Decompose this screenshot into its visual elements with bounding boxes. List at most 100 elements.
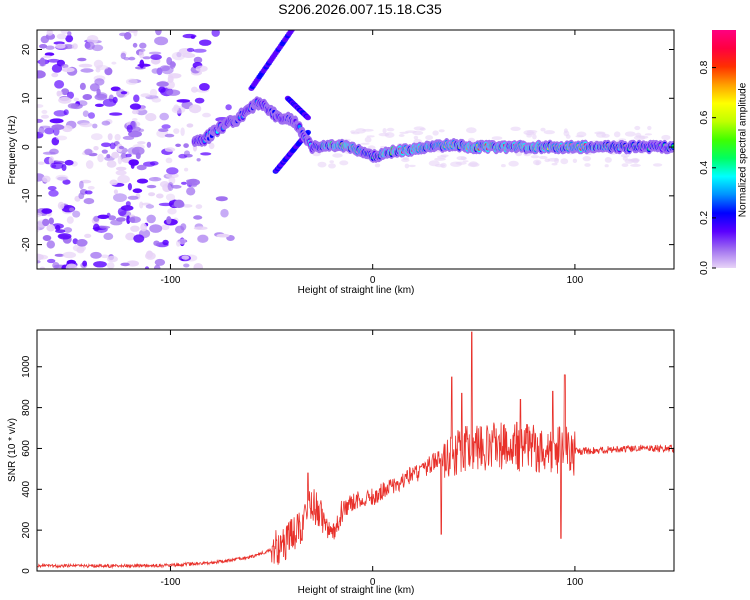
noise-blob [128, 130, 142, 138]
noise-blob [184, 150, 190, 156]
noise-blob [42, 218, 50, 227]
noise-blob [44, 52, 55, 56]
noise-blob [82, 110, 89, 117]
noise-blob [116, 89, 126, 98]
noise-blob [146, 214, 156, 224]
noise-blob [572, 158, 578, 163]
noise-blob [39, 63, 46, 67]
noise-blob [167, 207, 177, 215]
noise-blob [54, 80, 65, 89]
noise-blob [38, 126, 45, 135]
noise-blob [57, 233, 72, 240]
noise-blob [65, 263, 78, 269]
noise-blob [47, 58, 61, 63]
noise-blob [80, 68, 94, 73]
x-tick-label: -100 [160, 275, 180, 286]
noise-blob [523, 130, 535, 136]
noise-blob [137, 141, 146, 145]
noise-blob [54, 253, 65, 257]
noise-blob [109, 112, 123, 116]
noise-blob [350, 131, 360, 135]
noise-blob [132, 42, 138, 48]
noise-blob [196, 158, 201, 162]
noise-blob [193, 215, 203, 220]
noise-blob [644, 133, 653, 136]
spectrogram-xlabel: Height of straight line (km) [298, 285, 415, 296]
noise-blob [165, 157, 173, 164]
noise-blob [97, 214, 110, 219]
noise-blob [93, 146, 99, 151]
noise-blob [92, 123, 98, 129]
noise-blob [166, 167, 179, 175]
noise-blob [37, 118, 44, 123]
noise-blob [186, 178, 200, 186]
y-tick-label: -10 [21, 188, 32, 203]
noise-blob [78, 63, 93, 68]
noise-blob [175, 143, 182, 147]
noise-blob [161, 65, 174, 75]
noise-blob [51, 124, 65, 131]
noise-blob [130, 225, 140, 232]
noise-blob [164, 147, 176, 152]
noise-blob [133, 234, 145, 243]
noise-blob [510, 126, 521, 131]
snr-xlabel: Height of straight line (km) [298, 585, 415, 596]
colorbar-tick-label: 0.2 [699, 211, 710, 225]
noise-blob [44, 127, 55, 135]
noise-blob [413, 135, 419, 140]
noise-blob [405, 130, 417, 133]
noise-blob [131, 126, 141, 132]
noise-blob [114, 133, 121, 141]
noise-blob [613, 131, 621, 138]
noise-blob [539, 155, 548, 160]
noise-blob [194, 97, 205, 104]
noise-blob [156, 193, 164, 199]
colorbar-bar [712, 30, 736, 268]
noise-blob [84, 148, 93, 155]
noise-blob [108, 215, 117, 221]
noise-blob [85, 160, 94, 169]
noise-blob [60, 30, 69, 35]
noise-blob [144, 266, 150, 269]
noise-blob [180, 127, 185, 136]
noise-blob [563, 128, 568, 133]
noise-blob [175, 225, 185, 234]
noise-blob [111, 61, 117, 65]
x-tick-label: 100 [567, 577, 584, 588]
noise-blob [107, 133, 113, 141]
noise-blob [58, 91, 63, 96]
noise-blob [128, 56, 136, 61]
noise-blob [48, 189, 59, 197]
streak-blob [305, 115, 311, 121]
noise-blob [115, 170, 127, 176]
noise-blob [543, 130, 555, 135]
noise-blob [146, 250, 153, 259]
y-tick-label: 0 [21, 144, 32, 150]
noise-blob [156, 81, 169, 87]
noise-blob [67, 31, 72, 36]
noise-blob [425, 135, 433, 141]
noise-blob [501, 164, 506, 168]
noise-blob [55, 174, 69, 181]
noise-blob [47, 186, 57, 191]
noise-blob [62, 125, 73, 133]
noise-blob [193, 263, 203, 269]
noise-blob [162, 239, 169, 246]
noise-blob [117, 155, 123, 165]
noise-blob [106, 255, 118, 263]
noise-blob [158, 202, 173, 207]
noise-blob [82, 94, 93, 100]
noise-blob [47, 258, 56, 264]
x-tick-label: 0 [370, 577, 376, 588]
noise-blob [136, 164, 147, 171]
noise-blob [151, 68, 160, 74]
noise-blob [183, 263, 190, 268]
noise-blob [51, 64, 63, 73]
noise-blob [106, 154, 111, 159]
noise-blob [158, 86, 166, 93]
colorbar-tick-label: 0.4 [699, 160, 710, 174]
streak-blob [288, 30, 295, 33]
noise-blob [50, 162, 64, 170]
